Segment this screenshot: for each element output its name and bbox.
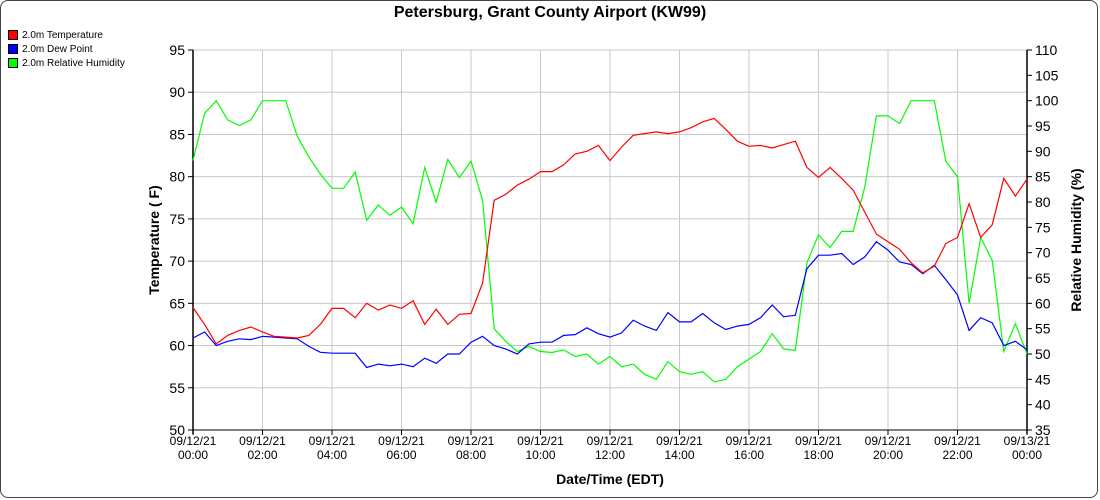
y-tick-label: 60: [169, 338, 185, 354]
x-tick-time: 10:00: [525, 448, 555, 462]
x-tick-date: 09/12/21: [726, 434, 773, 448]
x-tick-date: 09/12/21: [378, 434, 425, 448]
x-tick-time: 02:00: [247, 448, 277, 462]
y-tick-label: 70: [169, 253, 185, 269]
legend-item-temperature: 2.0m Temperature: [8, 28, 125, 42]
x-tick-date: 09/12/21: [448, 434, 495, 448]
y2-tick-label: 45: [1035, 371, 1051, 387]
y-tick-label: 80: [169, 169, 185, 185]
y2-tick-label: 35: [1035, 422, 1051, 438]
x-tick-date: 09/12/21: [934, 434, 981, 448]
x-axis-label: Date/Time (EDT): [556, 471, 664, 487]
x-tick-time: 12:00: [595, 448, 625, 462]
y2-axis-label: Relative Humidity (%): [1068, 168, 1084, 311]
x-tick-time: 00:00: [178, 448, 208, 462]
y2-tick-label: 110: [1035, 42, 1058, 58]
y2-tick-label: 65: [1035, 270, 1051, 286]
legend-swatch: [8, 58, 18, 68]
series-temperature-line: [192, 117, 1028, 345]
legend-swatch: [8, 30, 18, 40]
x-tick-time: 18:00: [803, 448, 833, 462]
y-tick-label: 90: [169, 84, 185, 100]
y-tick-label: 85: [169, 126, 185, 142]
y-tick-label: 95: [169, 42, 185, 58]
y2-tick-label: 105: [1035, 67, 1059, 83]
x-tick-time: 16:00: [734, 448, 764, 462]
x-tick-date: 09/12/21: [795, 434, 842, 448]
x-tick-date: 09/12/21: [309, 434, 356, 448]
y2-tick-label: 100: [1035, 93, 1059, 109]
x-tick-time: 22:00: [942, 448, 972, 462]
x-tick-date: 09/12/21: [656, 434, 703, 448]
y2-tick-label: 90: [1035, 143, 1051, 159]
x-tick-time: 04:00: [317, 448, 347, 462]
y-tick-label: 55: [169, 380, 185, 396]
y2-tick-label: 75: [1035, 219, 1051, 235]
y2-tick-label: 60: [1035, 295, 1051, 311]
legend: 2.0m Temperature 2.0m Dew Point 2.0m Rel…: [8, 28, 125, 70]
series-relative-humidity-line: [192, 99, 1028, 383]
x-tick-date: 09/12/21: [517, 434, 564, 448]
legend-label: 2.0m Relative Humidity: [22, 57, 125, 69]
x-tick-date: 09/12/21: [587, 434, 634, 448]
x-tick-time: 00:00: [1012, 448, 1042, 462]
y2-tick-label: 55: [1035, 321, 1051, 337]
legend-label: 2.0m Temperature: [22, 29, 103, 41]
y2-tick-label: 95: [1035, 118, 1051, 134]
x-tick-time: 08:00: [456, 448, 486, 462]
legend-label: 2.0m Dew Point: [22, 43, 93, 55]
x-tick-date: 09/13/21: [1004, 434, 1051, 448]
y2-tick-label: 40: [1035, 397, 1051, 413]
x-tick-time: 20:00: [873, 448, 903, 462]
y2-tick-label: 50: [1035, 346, 1051, 362]
y2-tick-label: 85: [1035, 169, 1051, 185]
y2-tick-label: 80: [1035, 194, 1051, 210]
x-tick-date: 09/12/21: [170, 434, 217, 448]
x-tick-time: 06:00: [386, 448, 416, 462]
y-tick-label: 50: [169, 422, 185, 438]
y-tick-label: 75: [169, 211, 185, 227]
legend-swatch: [8, 44, 18, 54]
chart-title: Petersburg, Grant County Airport (KW99): [393, 4, 707, 21]
series-dew-point-line: [192, 240, 1028, 369]
legend-item-dew-point: 2.0m Dew Point: [8, 42, 125, 56]
y2-tick-label: 70: [1035, 245, 1051, 261]
y-tick-label: 65: [169, 295, 185, 311]
y-axis-label: Temperature ( F): [146, 185, 162, 294]
x-tick-date: 09/12/21: [865, 434, 912, 448]
legend-item-relative-humidity: 2.0m Relative Humidity: [8, 56, 125, 70]
x-tick-date: 09/12/21: [239, 434, 286, 448]
x-tick-time: 14:00: [664, 448, 694, 462]
